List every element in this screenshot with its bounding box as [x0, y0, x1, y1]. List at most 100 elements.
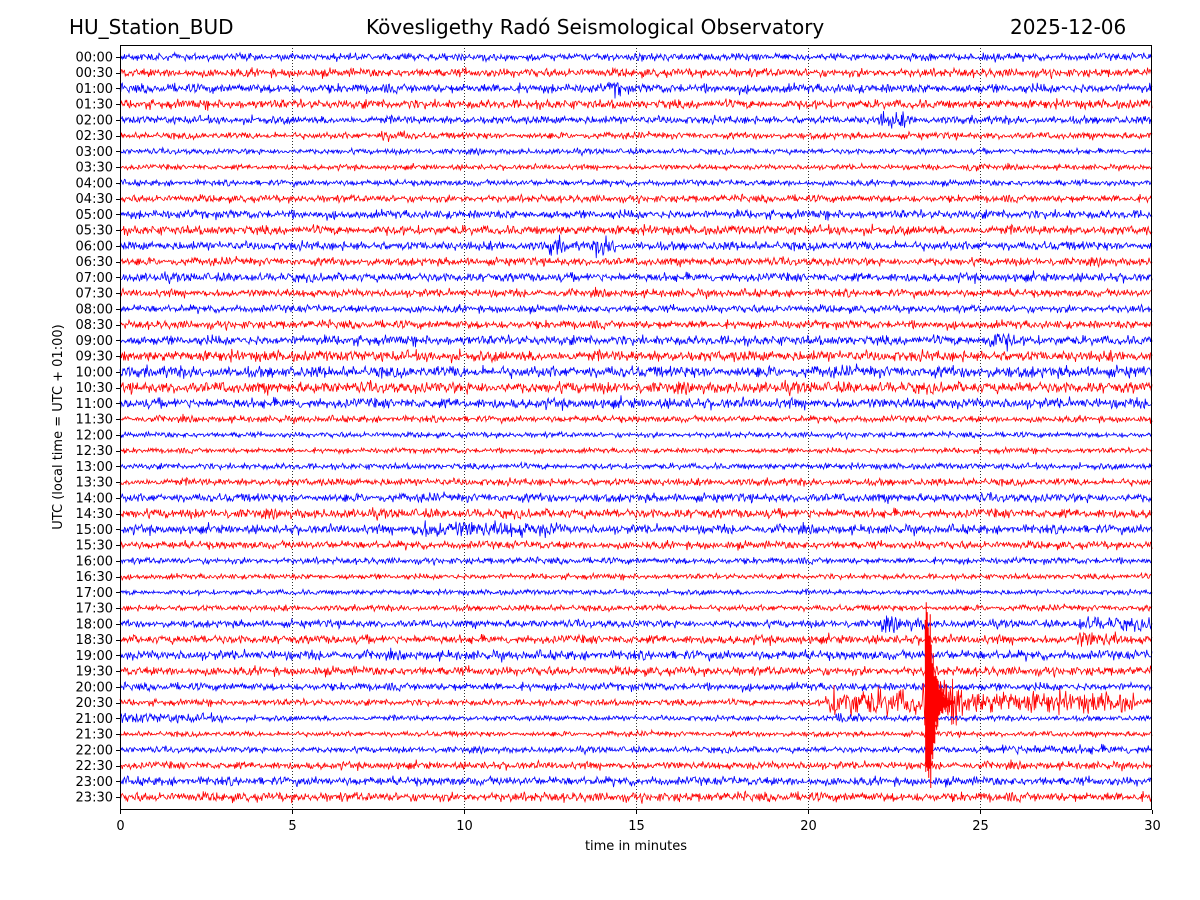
y-tick-label: 15:00 [76, 523, 113, 538]
trace-2030 [119, 668, 1153, 731]
trace-0530 [119, 223, 1153, 237]
trace-1630 [119, 571, 1153, 582]
trace-0700 [119, 270, 1153, 285]
traces [119, 51, 1153, 804]
y-tick-label: 19:00 [76, 649, 113, 664]
trace-2230 [119, 759, 1153, 772]
y-tick-label: 03:30 [76, 161, 113, 176]
y-tick-label: 23:30 [76, 791, 113, 806]
x-tick-label: 15 [628, 819, 645, 834]
trace-1800 [119, 615, 1153, 634]
trace-1530 [119, 539, 1153, 551]
trace-2000 [119, 680, 1153, 693]
trace-1430 [119, 507, 1153, 521]
y-tick-label: 23:00 [76, 775, 113, 790]
y-tick-label: 18:00 [76, 617, 113, 632]
y-tick-label: 02:00 [76, 113, 113, 128]
trace-0330 [119, 162, 1153, 172]
y-tick-label: 21:00 [76, 712, 113, 727]
trace-2200 [119, 743, 1153, 756]
x-tick-label: 10 [456, 819, 473, 834]
y-tick-label: 09:00 [76, 334, 113, 349]
trace-1030 [119, 379, 1153, 397]
trace-0130 [119, 98, 1153, 111]
trace-0230 [119, 130, 1153, 142]
y-tick-label: 20:30 [76, 696, 113, 711]
x-axis-ticks: 0 5 10 15 20 25 30 [116, 810, 1161, 834]
trace-0930 [119, 348, 1153, 364]
y-tick-label: 00:00 [76, 51, 113, 66]
trace-1500 [119, 520, 1153, 539]
y-tick-label: 16:30 [76, 570, 113, 585]
x-tick-label: 0 [116, 819, 124, 834]
trace-2100 [119, 712, 1153, 724]
trace-0400 [119, 177, 1153, 189]
y-tick-label: 12:30 [76, 444, 113, 459]
date-title: 2025-12-06 [1010, 15, 1127, 39]
trace-2330 [119, 790, 1153, 804]
y-tick-label: 03:00 [76, 145, 113, 160]
y-tick-label: 10:00 [76, 365, 113, 380]
y-tick-label: 00:30 [76, 66, 113, 81]
trace-0030 [119, 66, 1153, 79]
y-tick-label: 16:00 [76, 554, 113, 569]
plot-frame [120, 45, 1152, 810]
y-tick-label: 13:00 [76, 460, 113, 475]
station-title: HU_Station_BUD [69, 15, 234, 39]
trace-1200 [119, 430, 1153, 441]
y-tick-label: 11:00 [76, 397, 113, 412]
trace-0900 [119, 332, 1153, 352]
x-tick-label: 30 [1144, 819, 1161, 834]
trace-1830 [119, 631, 1153, 647]
trace-1330 [119, 476, 1153, 488]
y-tick-label: 11:30 [76, 413, 113, 428]
x-tick-label: 20 [800, 819, 817, 834]
y-tick-label: 09:30 [76, 350, 113, 365]
grid-lines [292, 45, 981, 810]
trace-1130 [119, 413, 1153, 425]
trace-1400 [119, 491, 1153, 504]
trace-0800 [119, 303, 1153, 315]
y-tick-label: 18:30 [76, 633, 113, 648]
y-tick-label: 01:00 [76, 82, 113, 97]
trace-0430 [119, 193, 1153, 205]
trace-1730 [119, 603, 1153, 613]
event-spike [924, 602, 956, 789]
y-tick-label: 04:30 [76, 192, 113, 207]
trace-1600 [119, 555, 1153, 566]
y-tick-label: 21:30 [76, 728, 113, 743]
y-tick-label: 07:30 [76, 287, 113, 302]
y-tick-label: 08:00 [76, 302, 113, 317]
y-tick-label: 14:00 [76, 491, 113, 506]
y-tick-label: 04:00 [76, 176, 113, 191]
trace-1000 [119, 363, 1153, 379]
y-tick-label: 20:00 [76, 680, 113, 695]
observatory-title: Kövesligethy Radó Seismological Observat… [366, 15, 825, 39]
trace-1900 [119, 647, 1153, 663]
y-tick-label: 15:30 [76, 539, 113, 554]
y-tick-label: 05:00 [76, 208, 113, 223]
trace-0600 [119, 234, 1153, 259]
y-tick-label: 13:30 [76, 476, 113, 491]
trace-0200 [119, 110, 1153, 129]
trace-0100 [119, 81, 1153, 99]
x-tick-label: 25 [972, 819, 989, 834]
y-tick-label: 17:30 [76, 602, 113, 617]
trace-1100 [119, 395, 1153, 411]
trace-0830 [119, 318, 1153, 331]
trace-1300 [119, 461, 1153, 472]
y-tick-label: 08:30 [76, 318, 113, 333]
y-tick-label: 06:00 [76, 239, 113, 254]
y-tick-label: 19:30 [76, 665, 113, 680]
y-tick-label: 12:00 [76, 428, 113, 443]
trace-0000 [119, 51, 1153, 63]
trace-0500 [119, 208, 1153, 221]
y-tick-label: 14:30 [76, 507, 113, 522]
y-tick-label: 10:30 [76, 381, 113, 396]
y-tick-label: 07:00 [76, 271, 113, 286]
y-axis-label: UTC (local time = UTC + 01:00) [51, 324, 66, 529]
trace-1700 [119, 588, 1153, 598]
y-axis-ticks: 00:0000:3001:0001:3002:0002:3003:0003:30… [76, 51, 120, 806]
y-tick-label: 05:30 [76, 224, 113, 239]
